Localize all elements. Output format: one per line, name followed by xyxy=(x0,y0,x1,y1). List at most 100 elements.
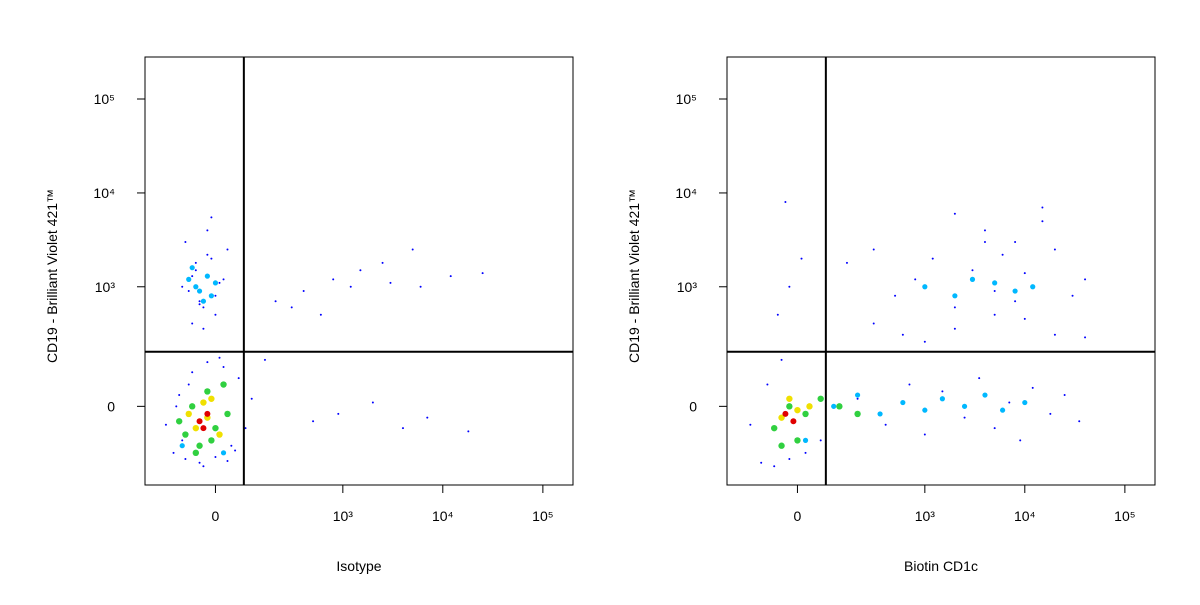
data-point xyxy=(901,333,904,336)
data-point xyxy=(216,431,223,438)
data-point xyxy=(1049,412,1052,415)
data-point xyxy=(210,216,213,219)
data-point xyxy=(208,437,215,444)
x-tick-label: 0 xyxy=(794,508,802,524)
data-point xyxy=(210,257,213,260)
data-point xyxy=(290,306,293,309)
data-point xyxy=(1084,278,1087,281)
data-point xyxy=(969,276,976,282)
data-point xyxy=(993,290,996,293)
data-point xyxy=(817,395,824,402)
data-point xyxy=(1019,439,1022,442)
y-tick-label: 10⁴ xyxy=(675,185,697,201)
data-point xyxy=(204,410,211,417)
x-tick-label: 10⁴ xyxy=(1014,508,1036,524)
data-point xyxy=(914,278,917,281)
data-point xyxy=(218,281,221,284)
data-point xyxy=(198,303,201,306)
data-point xyxy=(776,313,779,316)
data-point xyxy=(788,285,791,288)
data-point xyxy=(856,397,859,400)
data-point xyxy=(831,403,837,409)
data-point xyxy=(836,403,843,410)
data-point xyxy=(922,284,928,290)
data-point xyxy=(1078,420,1081,423)
data-point xyxy=(845,261,848,264)
data-point xyxy=(884,423,887,426)
data-point xyxy=(319,313,322,316)
data-point xyxy=(192,449,200,457)
data-point xyxy=(939,396,945,402)
data-point xyxy=(953,306,956,309)
data-point xyxy=(359,269,362,272)
x-tick-label: 10³ xyxy=(915,508,936,524)
data-point xyxy=(806,403,813,410)
x-axis-title: Biotin CD1c xyxy=(904,558,978,574)
data-point xyxy=(172,451,175,454)
data-point xyxy=(226,459,229,462)
data-point xyxy=(983,229,986,232)
data-point xyxy=(760,461,763,464)
data-point xyxy=(971,269,974,272)
data-point xyxy=(208,395,215,402)
data-point xyxy=(794,406,801,414)
plot: 0 10³ 10⁴ 10⁵ 0 10³ 10⁴ 10⁵ Biotin CD1c CD19 - Br… xyxy=(626,56,1156,574)
data-point xyxy=(198,300,201,303)
data-point xyxy=(337,412,340,415)
data-point xyxy=(332,278,335,281)
data-point xyxy=(191,275,194,278)
data-point xyxy=(186,276,192,282)
data-point xyxy=(1030,284,1036,290)
data-point xyxy=(1053,333,1056,336)
data-point xyxy=(931,257,934,260)
data-point xyxy=(449,275,452,278)
data-point xyxy=(411,248,414,251)
data-point xyxy=(872,322,875,325)
data-point xyxy=(999,407,1006,413)
data-point xyxy=(182,431,189,438)
data-point xyxy=(226,248,229,251)
data-point xyxy=(952,293,958,299)
data-point xyxy=(196,442,203,449)
y-axis-title: CD19 - Brilliant Violet 421™ xyxy=(626,189,642,363)
y-tick-label: 10³ xyxy=(677,279,698,295)
data-point xyxy=(214,456,217,459)
data-point xyxy=(212,424,219,432)
y-tick-label: 10⁵ xyxy=(676,91,697,107)
y-tick-label: 0 xyxy=(107,398,115,414)
data-point xyxy=(993,313,996,316)
data-point xyxy=(178,394,181,397)
data-point xyxy=(786,395,793,402)
data-point xyxy=(234,449,237,452)
data-point xyxy=(263,358,266,361)
data-point xyxy=(819,439,822,442)
data-point xyxy=(175,405,178,408)
y-tick-label: 10³ xyxy=(95,279,116,295)
plot: 0 10³ 10⁴ 10⁵ 0 10³ 10⁴ 10⁵ Isotype CD19 - Brilli… xyxy=(44,56,574,574)
data-point xyxy=(894,294,897,297)
data-point xyxy=(922,407,928,413)
data-point xyxy=(349,285,352,288)
x-tick-label: 10⁵ xyxy=(532,508,553,524)
data-point xyxy=(1053,248,1056,251)
data-point xyxy=(983,241,986,244)
data-point xyxy=(1031,386,1034,389)
data-point xyxy=(854,392,861,398)
x-tick-label: 10⁴ xyxy=(432,508,454,524)
data-point xyxy=(312,420,315,423)
data-point xyxy=(872,248,875,251)
data-point xyxy=(202,465,205,468)
data-point xyxy=(481,272,484,275)
data-point xyxy=(1014,300,1017,303)
data-point xyxy=(206,229,209,232)
data-point xyxy=(194,261,197,264)
plot-frame xyxy=(726,56,1156,486)
plot-frame xyxy=(144,56,574,486)
data-point xyxy=(250,397,253,400)
data-point xyxy=(794,437,801,444)
data-point xyxy=(780,358,783,361)
data-point xyxy=(187,290,190,293)
data-point xyxy=(200,298,207,304)
data-point xyxy=(1008,401,1011,404)
x-tick-label: 10⁵ xyxy=(1114,508,1135,524)
